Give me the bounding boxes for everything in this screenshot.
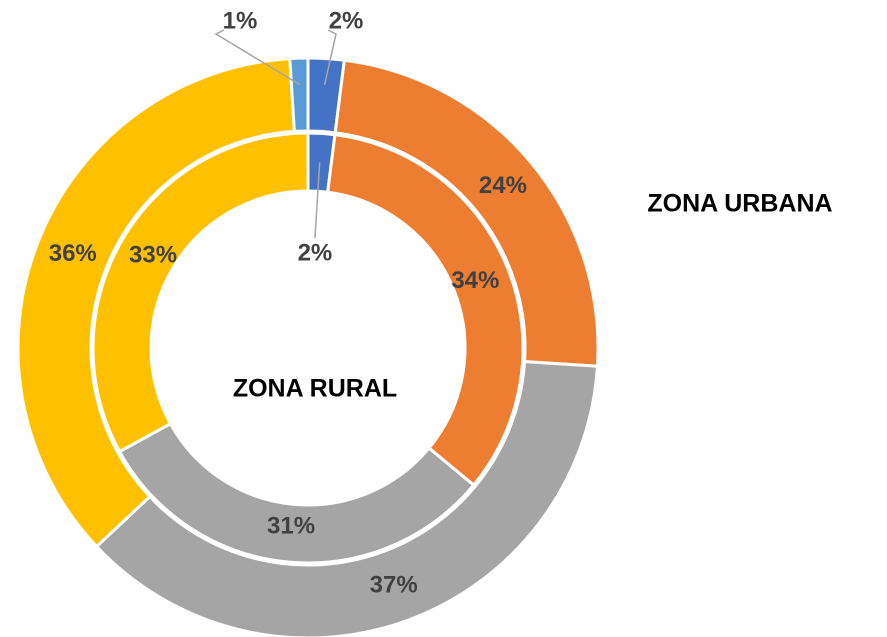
donut-slice xyxy=(94,360,600,637)
leader-line xyxy=(214,29,301,86)
leader-line xyxy=(323,29,337,86)
data-label: 24% xyxy=(479,172,527,199)
data-label: 31% xyxy=(267,513,315,540)
donut-slice xyxy=(16,56,296,549)
data-label: 37% xyxy=(370,571,418,598)
data-label: 1% xyxy=(223,7,258,34)
donut-slice xyxy=(117,421,476,565)
donut-slice xyxy=(326,133,525,488)
data-label: 36% xyxy=(49,240,97,267)
data-label: 34% xyxy=(451,267,499,294)
data-label: 33% xyxy=(129,242,177,269)
leader-line xyxy=(314,162,321,239)
donut-slice xyxy=(91,131,310,454)
outer-series-name: ZONA URBANA xyxy=(647,190,832,218)
data-label: 2% xyxy=(298,240,333,267)
inner-series-name: ZONA RURAL xyxy=(233,375,397,403)
data-label: 2% xyxy=(329,7,364,34)
donut-slice xyxy=(288,56,310,134)
